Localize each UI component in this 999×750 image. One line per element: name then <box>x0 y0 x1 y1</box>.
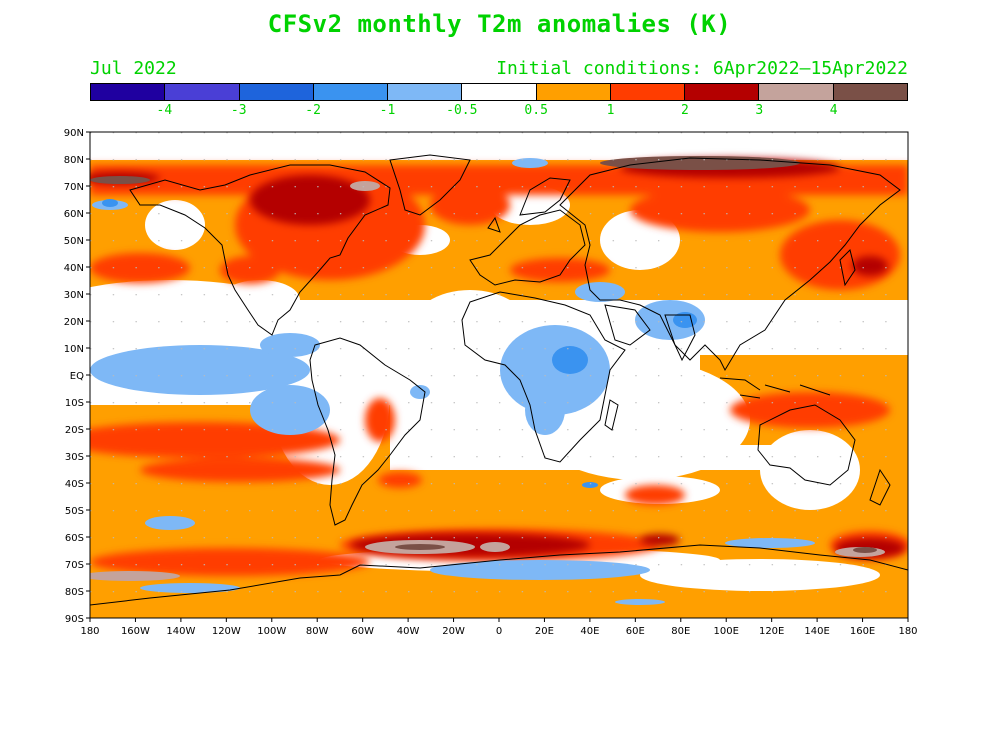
latitude-label: 10S <box>65 398 84 409</box>
latitude-label: 80S <box>65 587 84 598</box>
legend-swatch <box>536 84 611 100</box>
longitude-label: 80W <box>306 626 329 637</box>
legend-swatch <box>388 84 463 100</box>
valid-month-label: Jul 2022 <box>90 58 177 79</box>
legend-label: -4 <box>156 103 173 118</box>
longitude-label: 100W <box>257 626 286 637</box>
initial-conditions-label: Initial conditions: 6Apr2022–15Apr2022 <box>496 58 908 79</box>
longitude-label: 120W <box>212 626 241 637</box>
longitude-label: 20E <box>535 626 554 637</box>
latitude-label: 50S <box>65 506 84 517</box>
longitude-label: 180 <box>898 626 917 637</box>
longitude-labels: 180 160W 140W 120W 100W 80W 60W 40W 20W 0 20E 40E 60… <box>80 618 918 637</box>
longitude-label: 80E <box>671 626 690 637</box>
legend-swatch <box>239 84 314 100</box>
longitude-label: 140E <box>804 626 829 637</box>
color-legend-labels: -4 -3 -2 -1 -0.5 0.5 1 2 3 4 <box>90 103 908 121</box>
latitude-label: 70S <box>65 560 84 571</box>
longitude-label: 100E <box>714 626 739 637</box>
dotted-grid <box>90 132 908 618</box>
color-legend-bar <box>90 83 908 101</box>
legend-label: 0.5 <box>524 103 548 118</box>
latitude-label: 40N <box>64 263 84 274</box>
longitude-label: 40E <box>580 626 599 637</box>
longitude-label: 0 <box>496 626 502 637</box>
legend-label: -1 <box>379 103 396 118</box>
longitude-label: 60E <box>626 626 645 637</box>
legend-label: -2 <box>305 103 321 118</box>
latitude-label: 10N <box>64 344 84 355</box>
legend-swatch <box>833 84 907 100</box>
latitude-label: 60N <box>64 209 84 220</box>
latitude-labels: 90N 80N 70N 60N 50N 40N 30N 20N 10N EQ 10S 20S 30S 40… <box>64 128 90 625</box>
legend-label: -0.5 <box>446 103 478 118</box>
latitude-label: 50N <box>64 236 84 247</box>
longitude-label: 20W <box>442 626 465 637</box>
legend-swatch <box>462 84 537 100</box>
longitude-label: 140W <box>166 626 195 637</box>
latitude-label: 90N <box>64 128 84 139</box>
longitude-label: 180 <box>80 626 99 637</box>
longitude-label: 40W <box>397 626 420 637</box>
legend-label: 3 <box>755 103 764 118</box>
longitude-label: 160E <box>850 626 875 637</box>
legend-swatch <box>165 84 240 100</box>
latitude-label: 80N <box>64 155 84 166</box>
legend-label: -3 <box>230 103 247 118</box>
longitude-label: 60W <box>351 626 374 637</box>
legend-label: 4 <box>829 103 838 118</box>
latitude-label: 70N <box>64 182 84 193</box>
map-plot-area <box>90 132 908 618</box>
latitude-label: 20N <box>64 317 84 328</box>
longitude-label: 160W <box>121 626 150 637</box>
legend-label: 2 <box>680 103 689 118</box>
longitude-label: 120E <box>759 626 784 637</box>
latitude-label: 20S <box>65 425 84 436</box>
latitude-label: EQ <box>70 371 84 382</box>
latitude-label: 30S <box>65 452 84 463</box>
map-title: CFSv2 monthly T2m anomalies (K) <box>267 10 732 38</box>
latitude-label: 40S <box>65 479 84 490</box>
latitude-label: 30N <box>64 290 84 301</box>
legend-swatch <box>759 84 834 100</box>
legend-swatch <box>91 84 166 100</box>
legend-swatch <box>313 84 389 100</box>
latitude-label: 60S <box>65 533 84 544</box>
legend-label: 1 <box>606 103 615 118</box>
legend-swatch <box>685 84 760 100</box>
legend-swatch <box>610 84 686 100</box>
latitude-label: 90S <box>65 614 84 625</box>
coastlines <box>90 154 908 606</box>
